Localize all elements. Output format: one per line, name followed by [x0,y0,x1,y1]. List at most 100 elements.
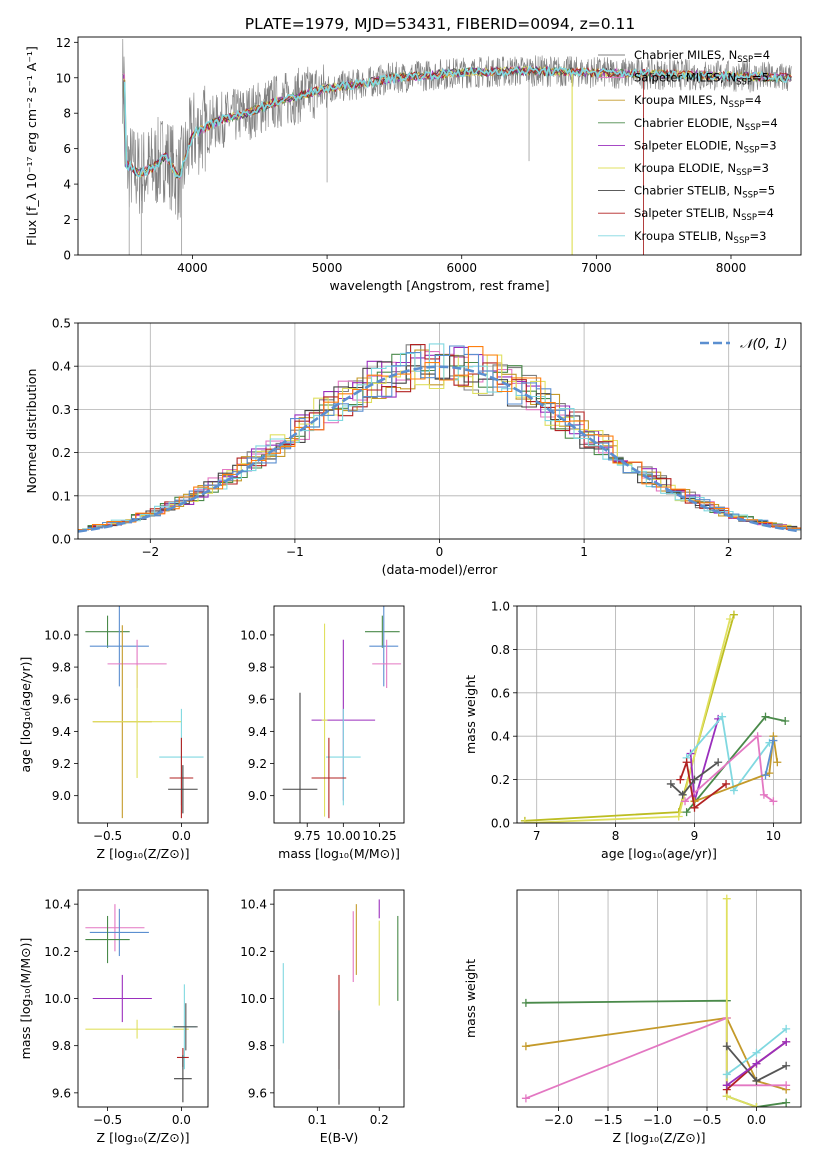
x-tick-label: 7 [533,829,541,843]
y-tick-label: 10.0 [44,628,71,642]
x-tick-label: 1 [580,545,588,559]
weight-marker [769,736,778,745]
x-tick-label: −0.5 [93,1113,122,1127]
axes-frame [516,605,802,824]
x-tick-label: 10.00 [326,829,360,843]
model-spectrum [123,66,792,179]
weight-marker [520,819,529,823]
x-tick-label: 7000 [581,261,612,275]
weight-marker [761,712,770,721]
weight-marker [521,1042,530,1051]
weight-marker [682,758,691,767]
x-tick-label: 10 [766,829,781,843]
axes-frame [77,605,209,824]
y-tick-label: 9.8 [248,661,267,675]
y-tick-label: 10.2 [44,945,71,959]
x-tick-label: 0 [436,545,444,559]
legend-entry: Salpeter MILES, NSSP=5 [634,71,769,88]
y-tick-label: 9.0 [52,789,71,803]
spectrum-panel: 4000 5000 6000 7000 8000 0 2 4 6 8 10 12 wavelength … [24,36,802,293]
x-tick-label: −0.5 [692,1113,721,1127]
x-axis-label: Z [log₁₀(Z/Z⊙)] [97,1130,190,1145]
y-tick-label: 0.8 [491,643,510,657]
weight-marker [752,1103,761,1107]
residual-histogram [82,343,801,530]
weight-marker [690,803,699,812]
axes-frame [273,605,405,824]
y-tick-label: 9.2 [52,757,71,771]
legend-entry: Salpeter STELIB, NSSP=4 [634,206,774,223]
y-tick-label: 9.6 [248,693,267,707]
y-tick-label: 10.4 [240,898,267,912]
model-spectrum [123,65,791,179]
y-tick-label: 0.0 [52,533,71,547]
age-vs-metallicity-panel: −0.5 0.0 9.0 9.2 9.4 9.6 9.8 10.0 Z [log₁₀(Z/Z⊙)… [18,605,209,861]
legend-entry: Chabrier STELIB, NSSP=5 [634,184,775,201]
weight-marker [782,1024,791,1033]
x-axis-label: wavelength [Angstrom, rest frame] [329,278,549,293]
legend-entry: Chabrier ELODIE, NSSP=4 [634,116,778,133]
weight-line [685,714,771,793]
age-vs-mass-panel: 9.75 10.00 10.25 9.0 9.2 9.4 9.6 9.8 10.0 mass [l… [240,605,405,861]
x-axis-label: mass [log₁₀(M/M⊙)] [278,846,400,861]
weight-marker [729,610,738,619]
weight-marker [782,1081,791,1090]
weight-marker [769,797,778,806]
y-tick-label: 0.4 [52,360,71,374]
axes-frame [77,889,209,1108]
weight-marker [781,717,790,726]
x-tick-label: −2.0 [544,1113,573,1127]
weight-marker [726,615,734,624]
y-tick-label: 0.1 [52,489,71,503]
weight-marker [752,1048,761,1057]
x-tick-label: −2 [141,545,159,559]
weight-line [670,761,719,797]
y-axis-label: Flux [f_λ 10⁻¹⁷ erg cm⁻² s⁻¹ A⁻¹] [24,46,39,246]
y-tick-label: 0.3 [52,403,71,417]
weight-marker [718,712,727,721]
x-tick-label: 2 [725,545,733,559]
model-spectrum [122,66,791,180]
weight-marker [666,779,675,788]
observed-spectrum [122,38,792,220]
weight-marker [690,775,699,784]
y-axis-label: mass weight [463,675,478,754]
y-tick-label: 1.0 [491,600,510,614]
y-tick-label: 10.4 [44,898,71,912]
x-tick-label: 0.0 [747,1113,766,1127]
x-tick-label: 0.1 [308,1113,327,1127]
x-axis-label: Z [log₁₀(Z/Z⊙)] [613,1130,706,1145]
weight-marker [722,1081,731,1090]
x-tick-label: 8 [612,829,620,843]
weight-vs-metallicity-panel: −2.0 −1.5 −1.0 −0.5 0.0 Z [log₁₀(Z/Z⊙)] mass w… [463,889,802,1145]
legend-entry: Kroupa STELIB, NSSP=3 [634,229,766,246]
y-tick-label: 9.6 [52,1086,71,1100]
weight-vs-age-panel: 7 8 9 10 0.0 0.2 0.4 0.6 0.8 1.0 age [log₁₀(age/yr… [463,600,802,861]
weight-marker [722,779,731,788]
legend-entry: Kroupa ELODIE, NSSP=3 [634,161,769,178]
residual-histogram-panel: −2 −1 0 1 2 0.0 0.1 0.2 0.3 0.4 0.5 (data-model)/er… [24,317,802,577]
x-tick-label: −0.5 [93,829,122,843]
axes-frame [77,36,802,256]
x-tick-label: 9 [691,829,699,843]
legend-entry: Salpeter ELODIE, NSSP=3 [634,138,777,155]
y-tick-label: 10.0 [44,992,71,1006]
y-tick-label: 10.2 [240,945,267,959]
figure-title: PLATE=1979, MJD=53431, FIBERID=0094, z=0… [245,15,635,33]
y-tick-label: 9.6 [248,1086,267,1100]
y-tick-label: 4 [63,178,71,192]
y-tick-label: 12 [56,36,71,50]
y-tick-label: 9.4 [52,725,71,739]
y-tick-label: 0.6 [491,686,510,700]
y-tick-label: 10 [56,71,71,85]
weight-marker [722,1070,731,1079]
weight-marker [753,732,762,741]
weight-line [684,734,774,803]
x-tick-label: −1 [286,545,304,559]
weight-line [694,736,779,803]
axes-frame [77,322,802,540]
axes-frame [516,889,802,1108]
weight-marker [678,790,687,799]
y-tick-label: 9.0 [248,789,267,803]
